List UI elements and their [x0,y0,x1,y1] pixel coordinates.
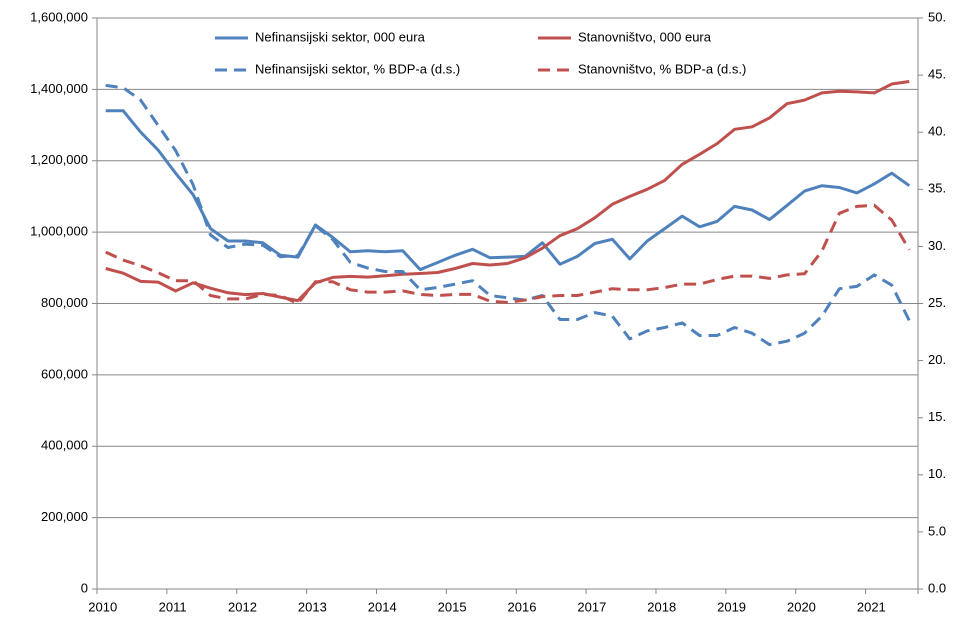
y2-tick-label: 20. [928,352,946,367]
y-tick-label: 200,000 [41,509,88,524]
x-tick-label: 2020 [787,599,816,614]
series-line [105,80,910,303]
y2-tick-label: 45. [928,67,946,82]
y2-tick-label: 10. [928,466,946,481]
x-tick-label: 2012 [228,599,257,614]
x-tick-label: 2011 [159,599,187,614]
legend-label: Stanovništvo, 000 eura [578,29,712,44]
series-line [105,109,911,272]
y2-tick-label: 15. [928,409,946,424]
y-tick-label: 400,000 [41,438,88,453]
y-tick-label: 1,600,000 [30,9,88,24]
y-tick-label: 1,400,000 [30,81,88,96]
x-tick-label: 2018 [647,599,676,614]
x-tick-label: 2017 [577,599,606,614]
series-line [105,83,911,347]
x-tick-label: 2013 [298,599,327,614]
y2-tick-label: 5.0 [928,523,946,538]
y-tick-label: 600,000 [41,366,88,381]
y-tick-label: 800,000 [41,295,88,310]
y-tick-label: 1,000,000 [30,224,88,239]
y2-tick-label: 0.0 [928,580,946,595]
legend-label: Nefinansijski sektor, 000 eura [255,29,426,44]
y2-tick-label: 30. [928,238,946,253]
y2-tick-label: 35. [928,181,946,196]
y-tick-label: 0 [81,580,88,595]
y2-tick-label: 40. [928,124,946,139]
x-tick-label: 2010 [88,599,117,614]
y2-tick-label: 25. [928,295,946,310]
x-tick-label: 2015 [438,599,467,614]
y-tick-label: 1,200,000 [30,152,88,167]
series-line [105,203,911,305]
legend-label: Nefinansijski sektor, % BDP-a (d.s.) [255,61,460,76]
x-tick-label: 2016 [508,599,537,614]
x-tick-label: 2014 [368,599,397,614]
y2-tick-label: 50. [928,9,946,24]
legend-label: Stanovništvo, % BDP-a (d.s.) [578,61,746,76]
x-tick-label: 2021 [857,599,886,614]
x-tick-label: 2019 [717,599,746,614]
